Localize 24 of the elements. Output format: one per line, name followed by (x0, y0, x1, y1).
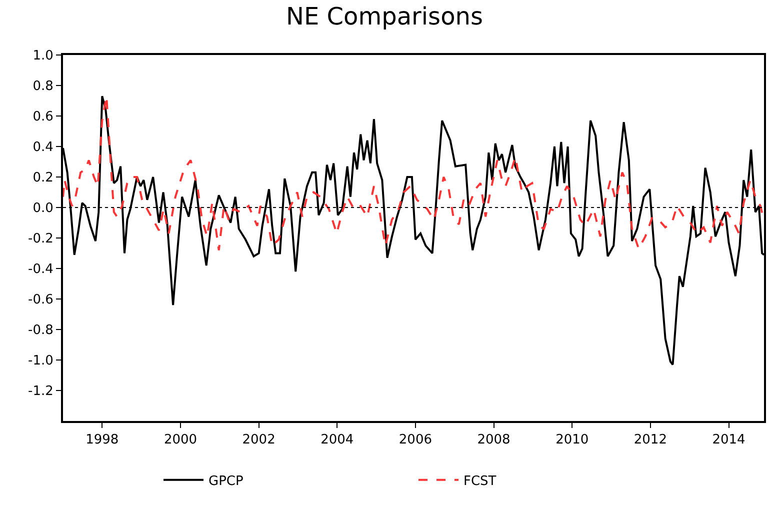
x-tick-label: 2002 (242, 432, 276, 448)
x-tick-label: 2014 (712, 432, 746, 448)
y-tick-label: -0.2 (28, 232, 54, 247)
y-tick-label: 0.4 (32, 140, 54, 156)
y-tick-label: -0.4 (28, 262, 54, 278)
x-tick-label: 2000 (164, 432, 198, 448)
y-tick-label: -1.0 (28, 354, 54, 369)
y-tick-label: -0.8 (28, 323, 54, 338)
y-tick-label: 0.2 (32, 170, 54, 186)
chart-title: NE Comparisons (286, 2, 483, 30)
y-tick-label: 1.0 (32, 48, 54, 64)
x-tick-label: 2004 (320, 432, 354, 448)
x-tick-label: 2010 (556, 432, 589, 448)
y-tick-label: -0.6 (28, 292, 54, 308)
legend-label: GPCP (208, 474, 244, 489)
y-tick-label: 0.6 (32, 110, 54, 125)
y-tick-label: 0.0 (32, 201, 54, 216)
x-tick-label: 1998 (86, 432, 119, 448)
y-tick-label: 0.8 (32, 79, 54, 94)
x-tick-label: 2008 (477, 432, 510, 448)
x-tick-label: 2012 (634, 432, 667, 448)
y-tick-label: -1.2 (28, 384, 54, 400)
x-tick-label: 2006 (398, 432, 432, 448)
legend-label: FCST (464, 474, 496, 489)
